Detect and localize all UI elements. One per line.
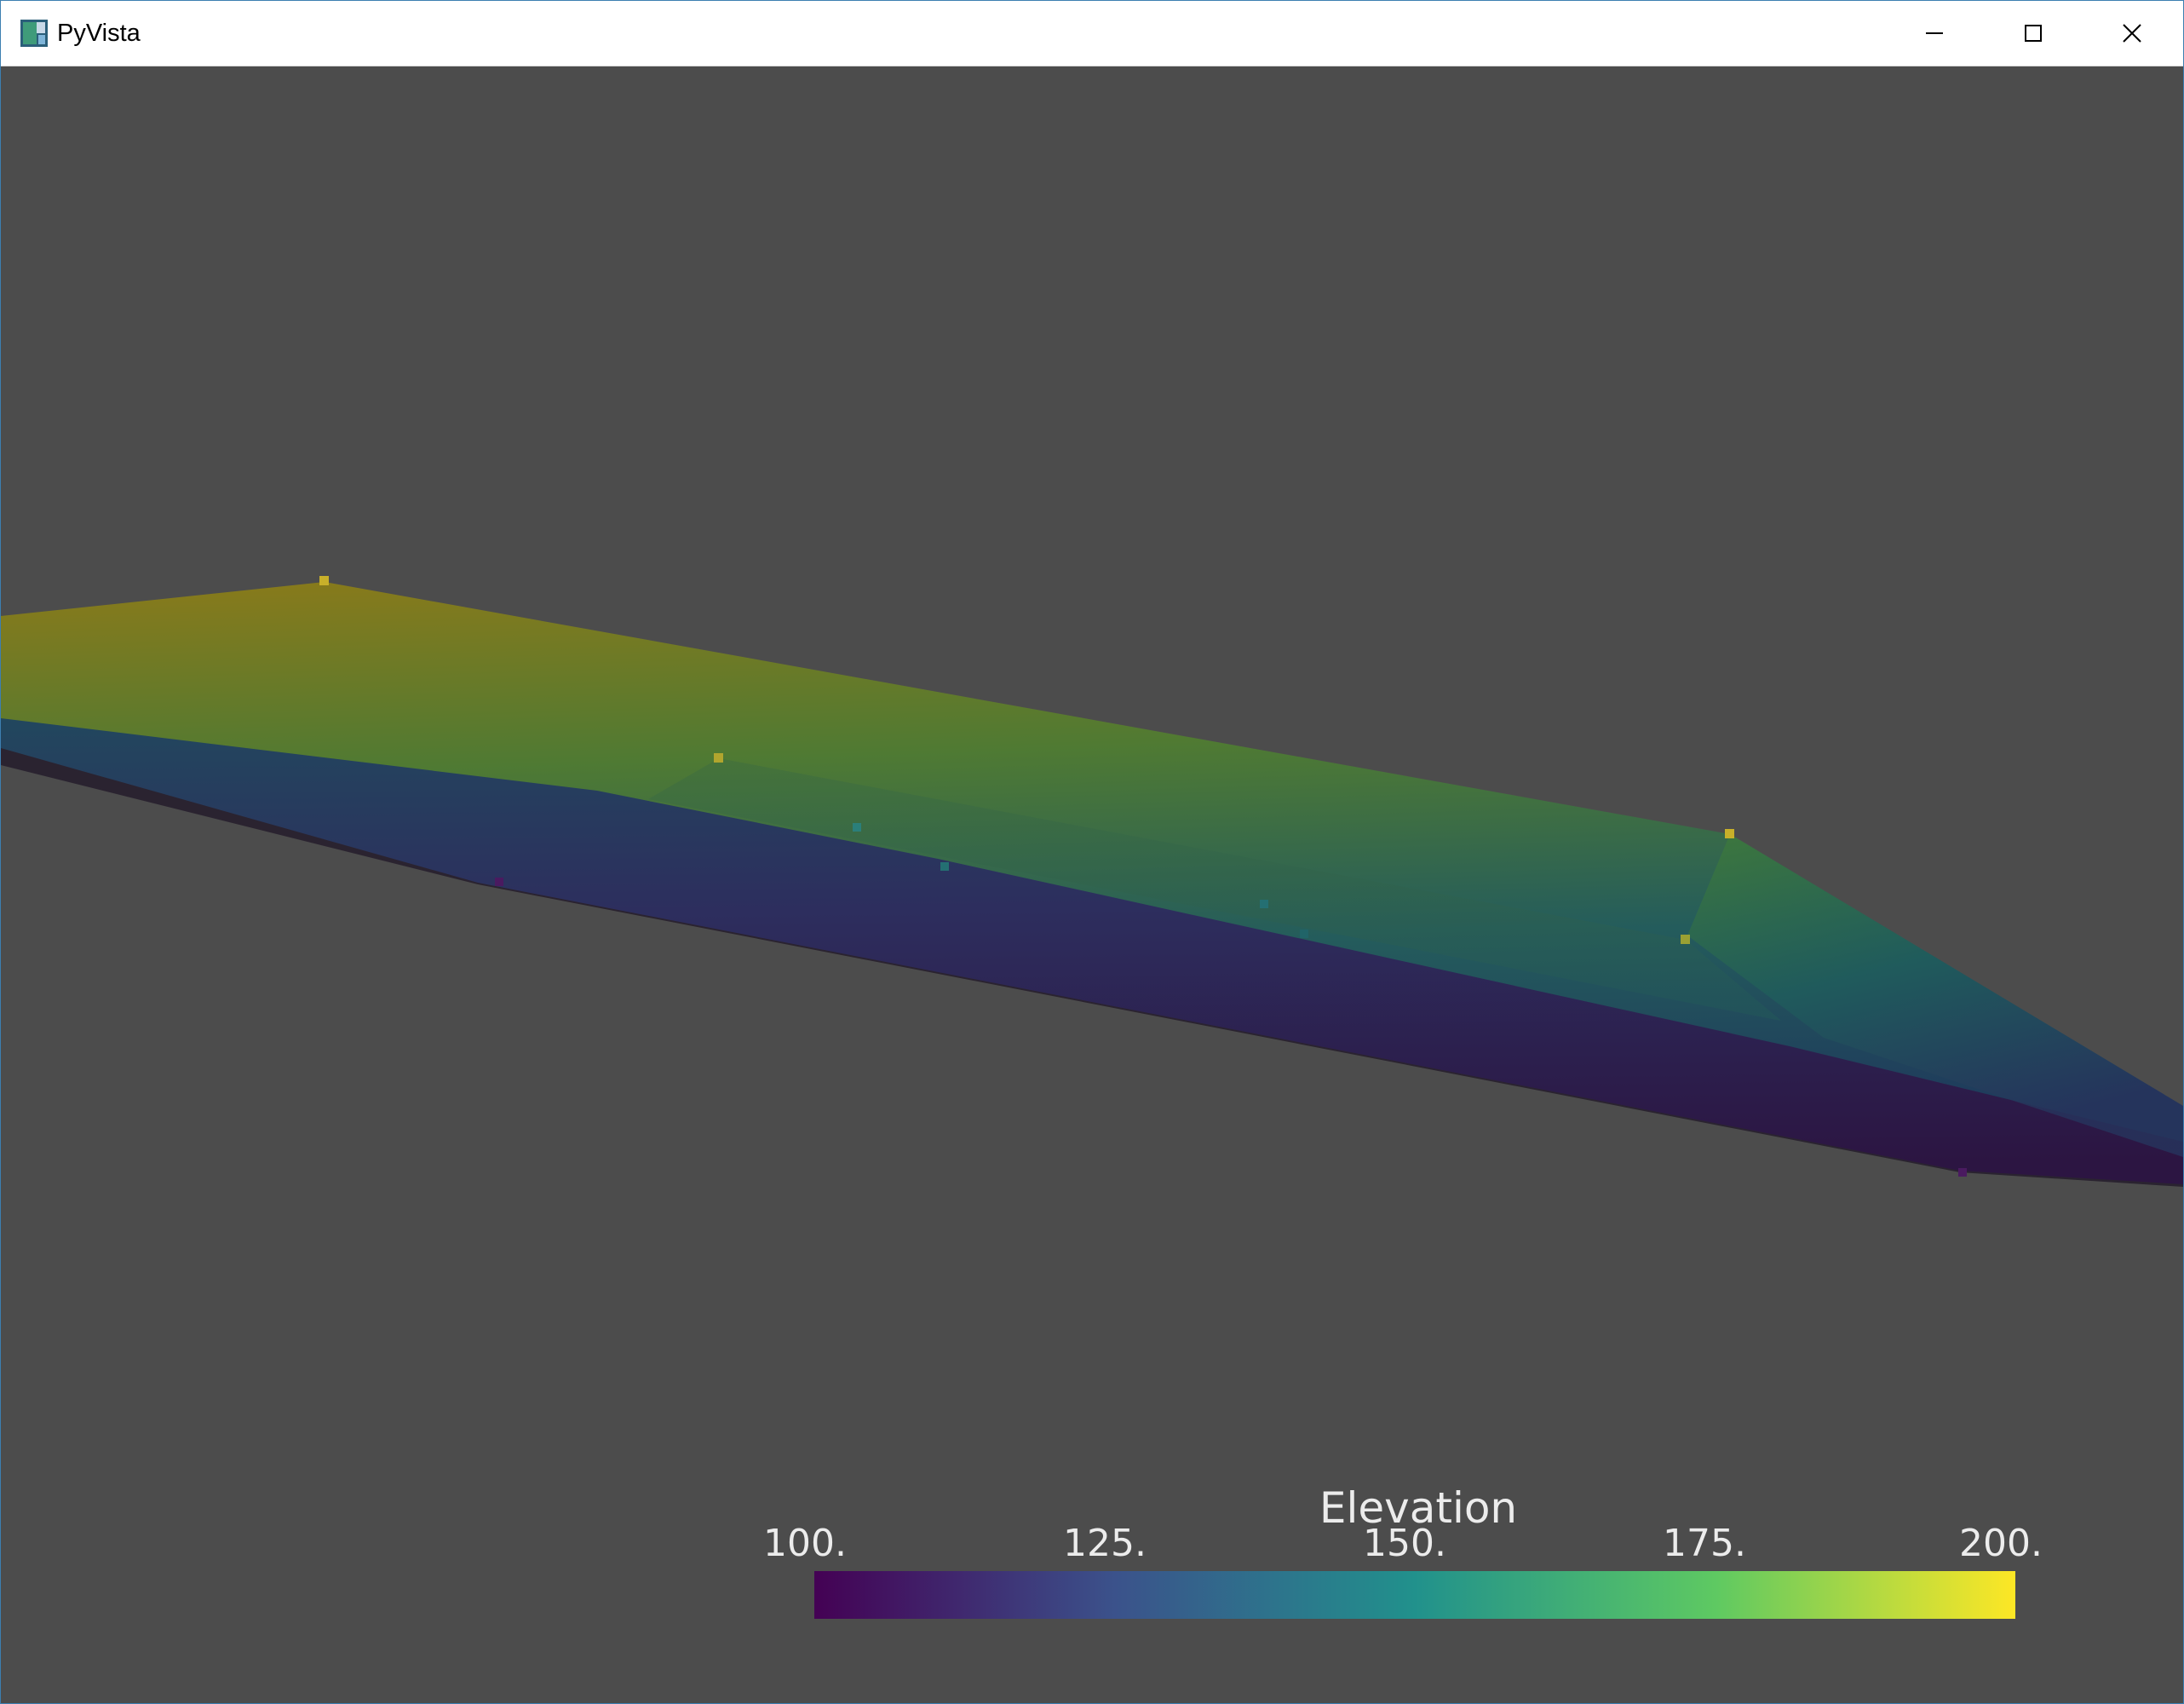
maximize-icon (2025, 25, 2042, 42)
title-bar[interactable]: PyVista (1, 1, 2183, 66)
vertex-point (1958, 1168, 1967, 1177)
mesh-surface[interactable] (1, 66, 2183, 1703)
vertex-point (1300, 930, 1308, 938)
vertex-point (1725, 829, 1734, 838)
vertex-point (1260, 900, 1268, 908)
pyvista-app-icon (20, 20, 48, 47)
minimize-icon (1926, 32, 1943, 34)
minimize-button[interactable] (1885, 1, 1984, 66)
close-button[interactable] (2083, 1, 2181, 66)
render-viewport[interactable]: Elevation 100. 125. 150. 175. 200. (1, 66, 2183, 1703)
mesh-vertices (319, 576, 1967, 1177)
window-title: PyVista (57, 20, 141, 47)
vertex-point (319, 576, 329, 585)
vertex-point (853, 823, 861, 832)
vertex-point (940, 862, 949, 871)
vertex-point (495, 878, 503, 886)
maximize-button[interactable] (1984, 1, 2083, 66)
mesh-right-face (1687, 834, 2183, 1157)
vertex-point (1681, 935, 1690, 944)
mesh-front-face (1, 654, 2183, 1184)
close-icon (2123, 24, 2141, 43)
mesh-inner-face (648, 758, 1781, 1021)
vertex-point (714, 753, 723, 763)
